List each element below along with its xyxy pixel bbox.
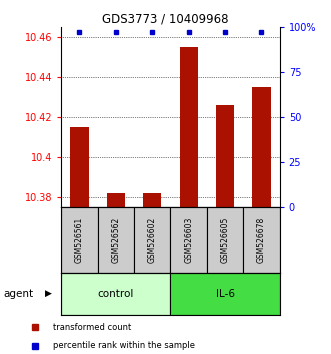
Text: GSM526561: GSM526561 (75, 217, 84, 263)
Bar (252, 87, 270, 207)
Text: GSM526562: GSM526562 (111, 217, 120, 263)
Bar (170, 207, 207, 273)
Bar (170, 273, 280, 315)
Bar (61, 207, 98, 273)
Text: transformed count: transformed count (53, 323, 131, 332)
Bar (134, 207, 170, 273)
Bar (107, 193, 125, 207)
Text: GSM526678: GSM526678 (257, 217, 266, 263)
Text: GSM526605: GSM526605 (220, 217, 230, 263)
Text: GSM526602: GSM526602 (148, 217, 157, 263)
Bar (71, 127, 89, 207)
Text: control: control (98, 289, 134, 299)
Bar (243, 207, 280, 273)
Text: percentile rank within the sample: percentile rank within the sample (53, 341, 195, 350)
Text: agent: agent (3, 289, 33, 299)
Bar (216, 105, 234, 207)
Bar (179, 47, 198, 207)
Text: GSM526603: GSM526603 (184, 217, 193, 263)
Bar (143, 193, 162, 207)
Bar (61, 273, 170, 315)
Bar (98, 207, 134, 273)
Bar (207, 207, 243, 273)
Text: ▶: ▶ (45, 289, 51, 298)
Text: IL-6: IL-6 (215, 289, 235, 299)
Text: GDS3773 / 10409968: GDS3773 / 10409968 (102, 12, 229, 25)
